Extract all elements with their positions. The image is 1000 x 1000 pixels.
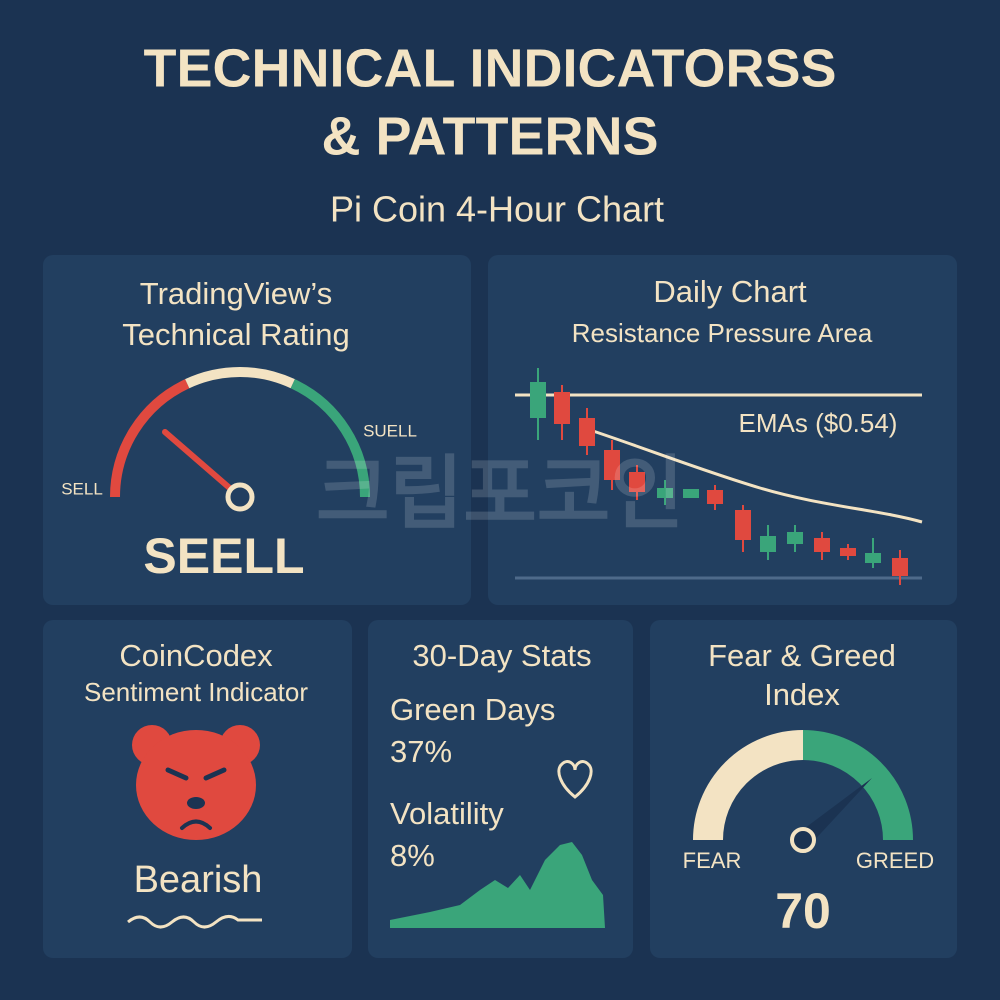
title: TECHNICAL INDICATORSS: [143, 38, 836, 98]
panel-title: Fear & Greed: [708, 638, 896, 673]
gauge-arc: [185, 367, 295, 389]
panel-title: CoinCodex: [119, 638, 273, 673]
panel-subtitle: Resistance Pressure Area: [572, 318, 873, 348]
bear-icon: [132, 725, 260, 840]
stat-value: 37%: [390, 734, 452, 769]
ema-label: EMAs ($0.54): [739, 408, 898, 438]
panel-title: Technical Rating: [122, 317, 349, 352]
watermark: 크립포코인: [316, 449, 684, 538]
gauge-label: GREED: [856, 848, 934, 873]
panel: [488, 255, 957, 605]
stat-label: Volatility: [390, 796, 504, 831]
panel-title: Daily Chart: [653, 274, 807, 309]
gauge-arc: [693, 730, 804, 841]
candles: [530, 368, 908, 585]
panel: [650, 620, 957, 958]
gauge-label: SUELL: [363, 421, 417, 440]
gauge-label: SELL: [61, 479, 103, 498]
gauge-arc: [802, 730, 913, 841]
panel-subtitle: Sentiment Indicator: [84, 677, 308, 707]
gauge-label: FEAR: [683, 848, 742, 873]
needle: [162, 429, 243, 500]
stat-label: Green Days: [390, 692, 555, 727]
needle-hub: [790, 827, 816, 853]
rating-gauge: [110, 367, 370, 498]
squiggle: [127, 915, 262, 929]
heart-icon: [557, 760, 593, 799]
volatility-area: [390, 842, 605, 928]
ema-line: [589, 428, 923, 524]
index-value: 70: [775, 883, 831, 939]
sentiment: Bearish: [134, 859, 263, 901]
stat-value: 8%: [390, 838, 435, 873]
panel-title: TradingView’s: [140, 276, 332, 311]
gauge-arc: [290, 379, 370, 498]
title: & PATTERNS: [322, 106, 659, 166]
panel-title: 30-Day Stats: [412, 638, 591, 673]
needle-hub: [225, 482, 255, 512]
panel-title: Index: [764, 677, 840, 712]
subtitle: Pi Coin 4-Hour Chart: [330, 189, 664, 230]
panel: [43, 255, 471, 605]
rating: SEELL: [143, 528, 304, 584]
gauge-arc: [110, 379, 190, 498]
needle: [797, 778, 872, 846]
